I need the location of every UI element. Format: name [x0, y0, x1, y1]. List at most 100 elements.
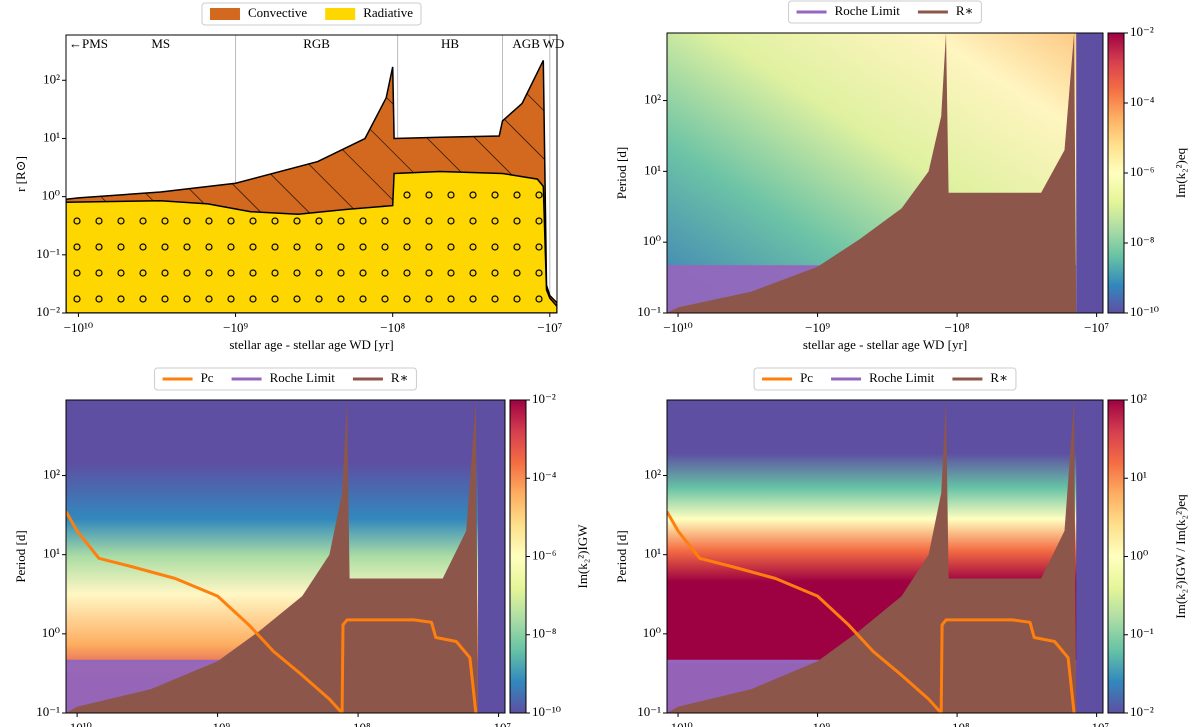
legend: Convective Radiative [201, 2, 422, 26]
colorbar-tick-label: 10⁻⁴ [532, 469, 557, 484]
axes-frame [65, 399, 506, 714]
x-tick-label: −10⁷ [537, 320, 562, 335]
x-tick-label: −10¹⁰ [62, 720, 91, 727]
colorbar [1107, 399, 1125, 714]
y-tick-label: 10⁻¹ [637, 304, 661, 319]
x-tick-label: −10⁹ [205, 720, 230, 727]
y-tick-label: 10⁰ [42, 625, 60, 640]
y-axis-label: Period [d] [13, 530, 28, 582]
legend-label: Radiative [363, 5, 413, 20]
axes-frame [666, 32, 1104, 314]
phase-label: RGB [303, 36, 330, 51]
x-tick-label: −10⁸ [945, 320, 970, 335]
y-tick-label: 10¹ [644, 546, 661, 561]
legend-label: R∗ [391, 370, 409, 385]
x-tick-label: −10⁸ [945, 720, 970, 727]
wd-region [1076, 33, 1103, 313]
legend-label: R∗ [990, 370, 1008, 385]
x-tick-label: −10¹⁰ [64, 320, 93, 335]
y-axis-label: Period [d] [614, 530, 629, 582]
y-tick-label: 10⁰ [643, 233, 661, 248]
y-tick-label: 10⁻¹ [637, 704, 661, 719]
y-tick-label: 10² [43, 71, 60, 86]
colorbar-tick-label: 10⁻¹ [1130, 626, 1154, 641]
legend-label: Roche Limit [835, 3, 901, 18]
colorbar [509, 399, 527, 714]
y-tick-label: 10² [644, 467, 661, 482]
x-tick-label: −10⁷ [486, 720, 511, 727]
colorbar-tick-label: 10¹ [1130, 469, 1147, 484]
colorbar-tick-label: 10² [1130, 391, 1147, 406]
y-tick-label: 10⁰ [643, 625, 661, 640]
x-tick-label: −10⁷ [1084, 320, 1109, 335]
phase-label: MS [151, 36, 170, 51]
colorbar-tick-label: 10⁻² [532, 391, 556, 406]
colorbar-tick-label: 10⁻⁸ [532, 626, 557, 641]
legend-label: Convective [248, 5, 307, 20]
plot-area [66, 400, 505, 713]
colorbar-label: Im(k₂²)IGW / Im(k₂²)eq [1173, 494, 1188, 619]
colorbar-tick-label: 10⁻² [1130, 704, 1154, 719]
plot-area [667, 400, 1103, 713]
legend-label: R∗ [956, 3, 974, 18]
axes-frame [666, 399, 1104, 714]
colorbar-tick-label: 10⁻¹⁰ [1130, 304, 1159, 319]
colorbar-tick-label: 10⁻⁶ [532, 547, 556, 562]
colorbar-tick-label: 10⁻⁴ [1130, 94, 1155, 109]
y-tick-label: 10⁻¹ [36, 246, 60, 261]
line [667, 510, 1076, 713]
legend: Pc Roche Limit R∗ [154, 367, 417, 391]
y-tick-label: 10¹ [644, 162, 661, 177]
y-axis-label: Period [d] [614, 147, 629, 199]
legend: Roche Limit R∗ [788, 0, 982, 24]
legend-label: Roche Limit [869, 370, 935, 385]
y-tick-label: 10⁰ [42, 188, 60, 203]
plot-area [66, 35, 557, 313]
colorbar-tick-label: 10⁻⁶ [1130, 164, 1154, 179]
y-tick-label: 10² [644, 92, 661, 107]
x-tick-label: −10¹⁰ [663, 320, 692, 335]
colorbar-tick-label: 10⁻² [1130, 24, 1154, 39]
phase-label: AGB [512, 36, 540, 51]
legend-label: Roche Limit [270, 370, 336, 385]
y-axis-label: r [R⊙] [13, 156, 28, 192]
area-pattern [66, 171, 557, 313]
y-tick-label: 10² [43, 467, 60, 482]
x-tick-label: −10⁸ [380, 320, 405, 335]
phase-label: WD [543, 36, 565, 51]
y-tick-label: 10⁻² [36, 304, 60, 319]
x-axis-label: stellar age - stellar age WD [yr] [229, 337, 393, 352]
y-tick-label: 10⁻¹ [36, 704, 60, 719]
legend-label: Pc [201, 370, 214, 385]
legend: Pc Roche Limit R∗ [753, 367, 1017, 391]
phase-label: HB [441, 36, 459, 51]
y-tick-label: 10¹ [43, 129, 60, 144]
axes-frame [65, 34, 558, 314]
area [667, 33, 1077, 313]
legend-swatch [325, 8, 356, 20]
x-tick-label: −10⁸ [346, 720, 371, 727]
phase-label: ←PMS [69, 36, 108, 51]
legend-label: Pc [800, 370, 813, 385]
area [66, 400, 478, 713]
x-tick-label: −10⁹ [805, 320, 830, 335]
x-tick-label: −10⁹ [223, 320, 248, 335]
x-axis-label: stellar age - stellar age WD [yr] [803, 337, 967, 352]
colorbar-tick-label: 10⁻¹⁰ [532, 704, 561, 719]
x-tick-label: −10⁷ [1084, 720, 1109, 727]
legend-box [154, 367, 417, 391]
colorbar-tick-label: 10⁻⁸ [1130, 234, 1155, 249]
area [667, 400, 1077, 713]
legend-box [788, 0, 982, 24]
wd-region [1076, 400, 1103, 713]
plot-area [667, 33, 1103, 313]
legend-box [201, 2, 422, 26]
legend-swatch [209, 8, 240, 20]
colorbar [1107, 32, 1125, 314]
colorbar-label: Im(k₂²)eq [1173, 147, 1188, 198]
x-tick-label: −10⁹ [805, 720, 830, 727]
colorbar-label: Im(k₂²)IGW [575, 524, 590, 589]
legend-box [753, 367, 1017, 391]
y-tick-label: 10¹ [43, 546, 60, 561]
